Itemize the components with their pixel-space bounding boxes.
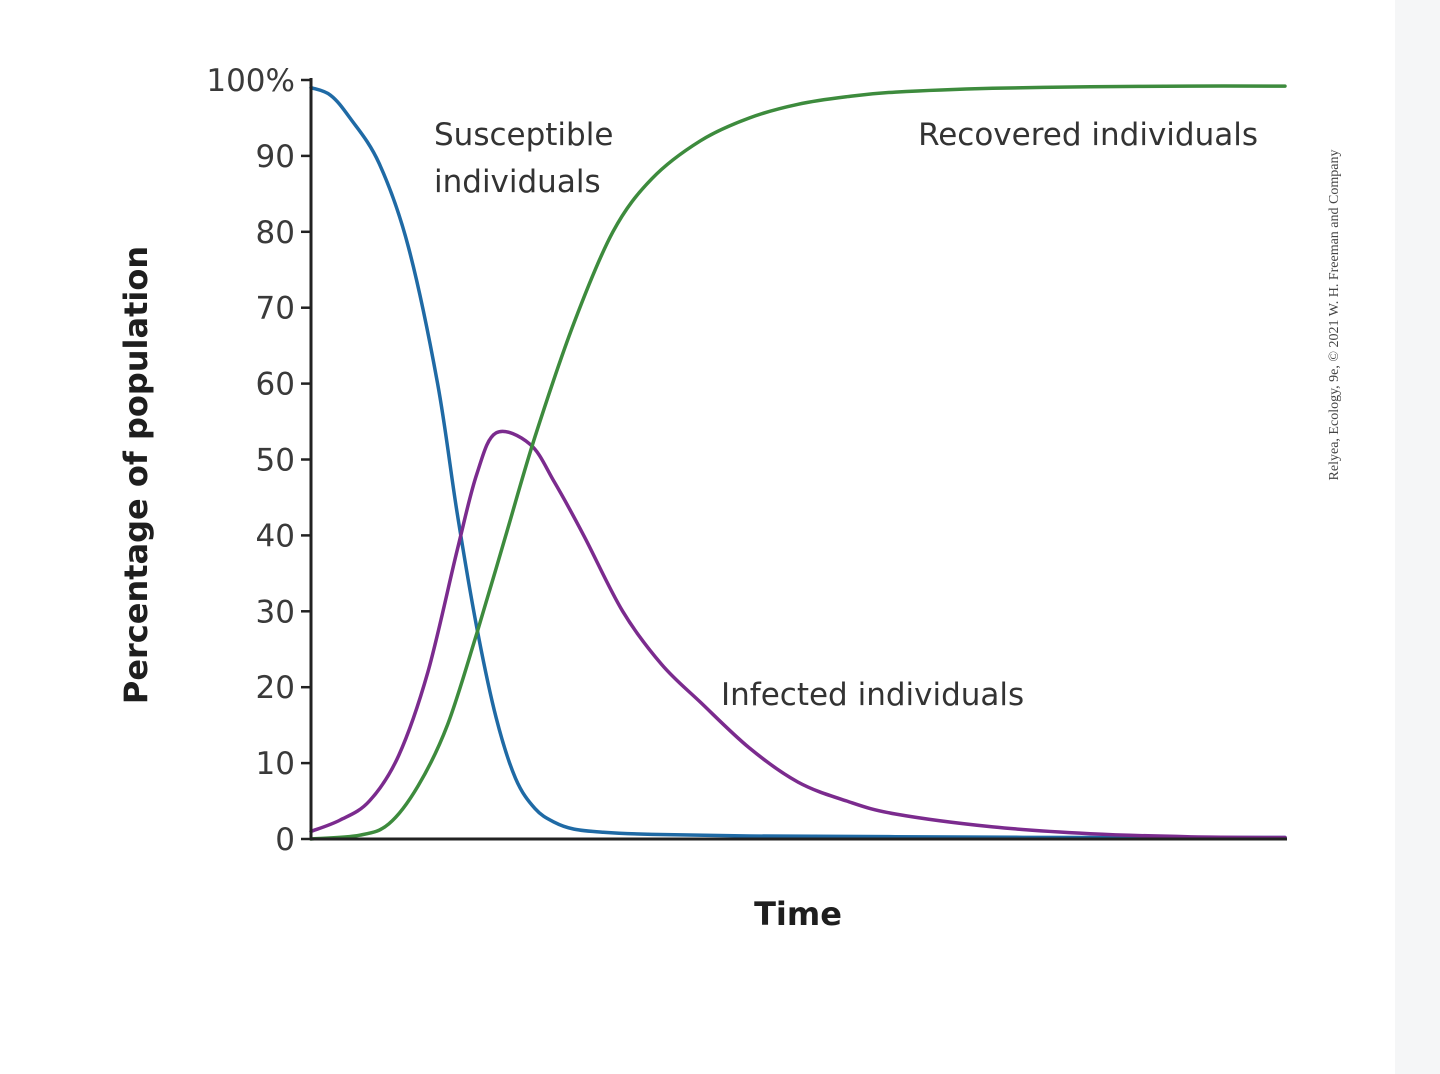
susceptible-label: Susceptible individuals — [434, 117, 623, 200]
y-tick-label: 70 — [256, 291, 295, 327]
susceptible-label-line-2: individuals — [434, 164, 601, 200]
susceptible-label-line-1: Susceptible — [434, 117, 613, 153]
series-layer — [309, 84, 1287, 841]
y-tick-label: 50 — [256, 443, 295, 479]
y-tick-label: 10 — [256, 746, 295, 782]
copyright-credit: Relyea, Ecology, 9e, © 2021 W. H. Freema… — [1327, 150, 1342, 481]
y-tick-label: 80 — [256, 215, 295, 251]
susceptible-curve — [309, 85, 1287, 840]
recovered-label: Recovered individuals — [918, 117, 1258, 153]
y-tick-label: 40 — [256, 518, 295, 554]
y-tick-label: 100% — [206, 63, 295, 99]
y-tick-label: 90 — [256, 139, 295, 175]
infected-label: Infected individuals — [721, 677, 1024, 713]
x-axis-title: Time — [754, 895, 842, 933]
y-tick-label: 0 — [275, 822, 295, 858]
y-tick-label: 30 — [256, 594, 295, 630]
y-tick-layer: 0 10 20 30 40 50 60 70 80 90 100% — [206, 63, 311, 858]
recovered-curve — [309, 84, 1287, 841]
infected-curve — [309, 429, 1287, 840]
y-tick-label: 20 — [256, 670, 295, 706]
page-edge-strip — [1395, 0, 1440, 1074]
y-axis-title: Percentage of population — [117, 246, 155, 704]
y-tick-label: 60 — [256, 367, 295, 403]
